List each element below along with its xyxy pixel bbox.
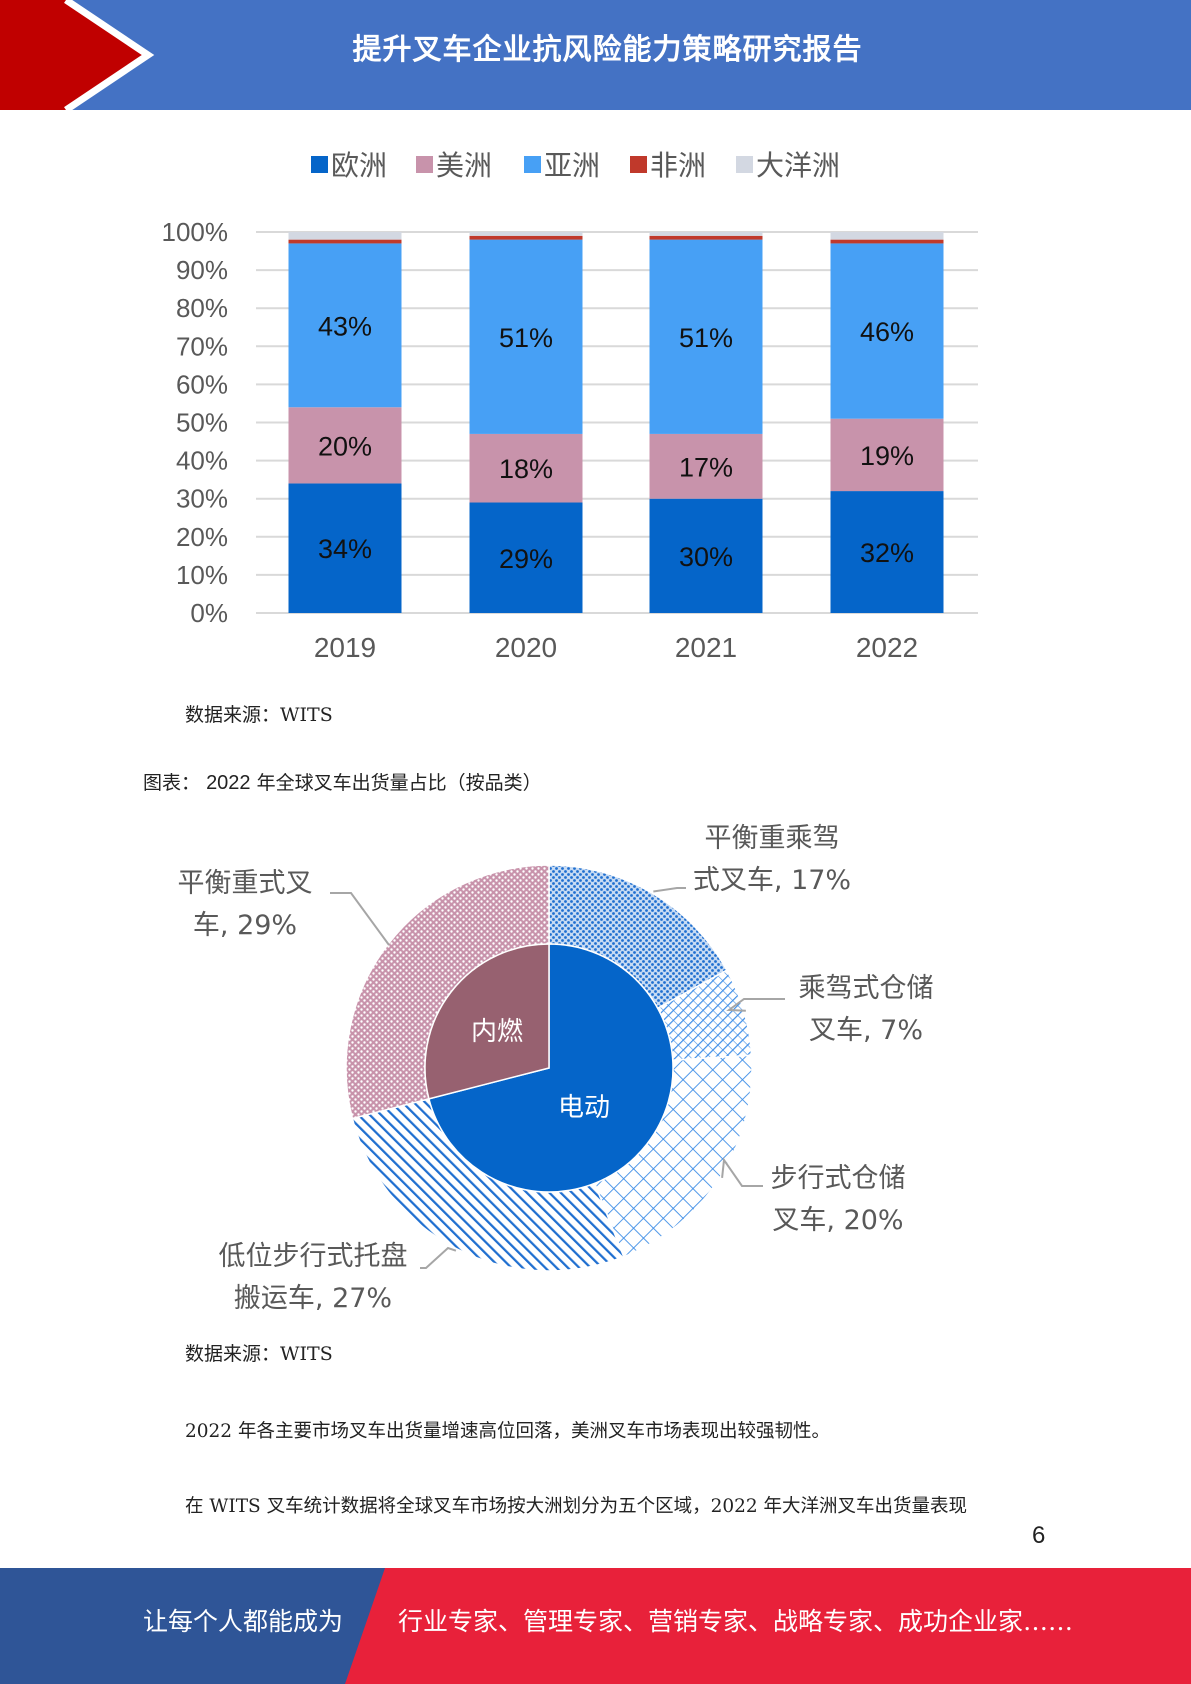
figure-caption: 图表： 2022 年全球叉车出货量占比（按品类） xyxy=(143,768,542,795)
legend-label: 欧洲 xyxy=(331,149,387,182)
inner-pie-slice xyxy=(427,943,674,1193)
bar-segment xyxy=(649,239,763,434)
y-tick-label: 10% xyxy=(176,560,228,590)
bar-segment xyxy=(830,243,944,419)
body-paragraph-1: 2022 年各主要市场叉车出货量增速高位回落，美洲叉车市场表现出较强韧性。 xyxy=(185,1421,830,1442)
data-label: 20% xyxy=(318,431,372,461)
y-tick-label: 0% xyxy=(190,598,228,628)
y-tick-label: 30% xyxy=(176,484,228,514)
header-chevron-decoration xyxy=(0,0,155,110)
data-label: 18% xyxy=(499,454,553,484)
footer-background xyxy=(0,1568,1191,1684)
bar-segment xyxy=(469,232,583,236)
y-tick-label: 70% xyxy=(176,331,228,361)
data-label: 29% xyxy=(499,544,553,574)
legend-swatch xyxy=(524,156,541,173)
page-footer: 让每个人都能成为 行业专家、管理专家、营销专家、战略专家、成功企业家…… xyxy=(0,1568,1191,1684)
outer-slice-label: 车, 29% xyxy=(193,910,297,941)
y-tick-label: 50% xyxy=(176,408,228,438)
leader-line xyxy=(653,887,686,893)
stacked-bar-chart: 0% 10% 20% 30% 40% 50% 60% 70% 80% 90% 100% 34% 20% 4… xyxy=(162,149,978,663)
leader-line xyxy=(721,1157,763,1187)
outer-slice-label: 搬运车, 27% xyxy=(234,1283,392,1314)
x-tick-label: 2021 xyxy=(675,632,737,663)
body-paragraph-2: 在 WITS 叉车统计数据将全球叉车市场按大洲划分为五个区域，2022 年大洋洲… xyxy=(185,1496,968,1517)
bar-segment xyxy=(649,232,763,236)
data-label: 30% xyxy=(679,542,733,572)
bar-segment xyxy=(288,243,402,408)
bar-segment xyxy=(288,407,402,484)
bar-segment xyxy=(649,498,763,613)
y-tick-label: 40% xyxy=(176,446,228,476)
leader-line xyxy=(330,892,390,946)
y-tick-label: 60% xyxy=(176,369,228,399)
page-number: 6 xyxy=(1032,1522,1046,1549)
bar-segment xyxy=(830,418,944,492)
outer-slice-label: 低位步行式托盘 xyxy=(219,1241,408,1272)
legend-swatch xyxy=(630,156,647,173)
data-label: 19% xyxy=(860,441,914,471)
inner-slice-label: 内燃 xyxy=(471,1017,523,1047)
legend-label: 亚洲 xyxy=(544,149,600,182)
leader-line xyxy=(726,998,785,1012)
data-label: 34% xyxy=(318,534,372,564)
bar-segment xyxy=(830,491,944,613)
outer-slice-label: 式叉车, 17% xyxy=(693,865,851,896)
outer-slice-label: 步行式仓储 xyxy=(771,1163,906,1194)
outer-ring-slice xyxy=(345,864,550,1120)
bar-segment xyxy=(830,232,944,240)
inner-pie-slice xyxy=(424,943,550,1100)
y-tick-label: 90% xyxy=(176,255,228,285)
bar-segment xyxy=(288,483,402,613)
figure-title: 年全球叉车出货量占比（按品类） xyxy=(256,772,542,794)
y-tick-label: 100% xyxy=(162,217,229,247)
data-label: 46% xyxy=(860,317,914,347)
bar-segment xyxy=(288,239,402,244)
figure-prefix: 图表： xyxy=(143,772,201,794)
outer-ring-slice xyxy=(351,1097,625,1272)
data-source-2: 数据来源：WITS xyxy=(185,1343,333,1365)
data-source-1: 数据来源：WITS xyxy=(185,704,333,726)
bar-segment xyxy=(288,232,402,240)
legend-swatch xyxy=(736,156,753,173)
y-tick-label: 80% xyxy=(176,293,228,323)
legend-label: 非洲 xyxy=(650,149,706,182)
page-header: 提升叉车企业抗风险能力策略研究报告 xyxy=(0,0,1191,110)
inner-slice-label: 电动 xyxy=(558,1093,610,1123)
legend-swatch xyxy=(416,156,433,173)
outer-ring-slice xyxy=(548,864,728,1010)
footer-slogan-right: 行业专家、管理专家、营销专家、战略专家、成功企业家…… xyxy=(398,1607,1074,1636)
x-tick-label: 2020 xyxy=(495,632,557,663)
bar-segment xyxy=(649,235,763,240)
outer-slice-label: 乘驾式仓储 xyxy=(799,973,934,1004)
bar-segment xyxy=(469,235,583,240)
outer-slice-label: 叉车, 7% xyxy=(809,1015,923,1046)
outer-slice-label: 叉车, 20% xyxy=(772,1205,903,1236)
y-tick-label: 20% xyxy=(176,522,228,552)
data-label: 43% xyxy=(318,311,372,341)
data-label: 51% xyxy=(499,323,553,353)
bar-segment xyxy=(469,502,583,613)
x-tick-label: 2022 xyxy=(856,632,918,663)
outer-ring-slice xyxy=(656,969,753,1062)
legend-swatch xyxy=(311,156,328,173)
figure-year: 2022 xyxy=(206,772,251,794)
leader-line xyxy=(420,1246,457,1269)
outer-ring-slice xyxy=(593,1054,753,1258)
bar-segment xyxy=(649,433,763,499)
bar-segment xyxy=(469,239,583,434)
legend-label: 大洋洲 xyxy=(756,149,840,182)
data-label: 17% xyxy=(679,452,733,482)
x-tick-label: 2019 xyxy=(314,632,376,663)
bar-segment xyxy=(830,239,944,244)
bar-segment xyxy=(469,433,583,503)
outer-slice-label: 平衡重乘驾 xyxy=(705,823,840,854)
report-title: 提升叉车企业抗风险能力策略研究报告 xyxy=(352,32,863,66)
data-label: 51% xyxy=(679,323,733,353)
footer-slogan-left: 让每个人都能成为 xyxy=(143,1607,344,1636)
legend-label: 美洲 xyxy=(436,149,492,182)
data-label: 32% xyxy=(860,538,914,568)
outer-slice-label: 平衡重式叉 xyxy=(178,868,313,899)
